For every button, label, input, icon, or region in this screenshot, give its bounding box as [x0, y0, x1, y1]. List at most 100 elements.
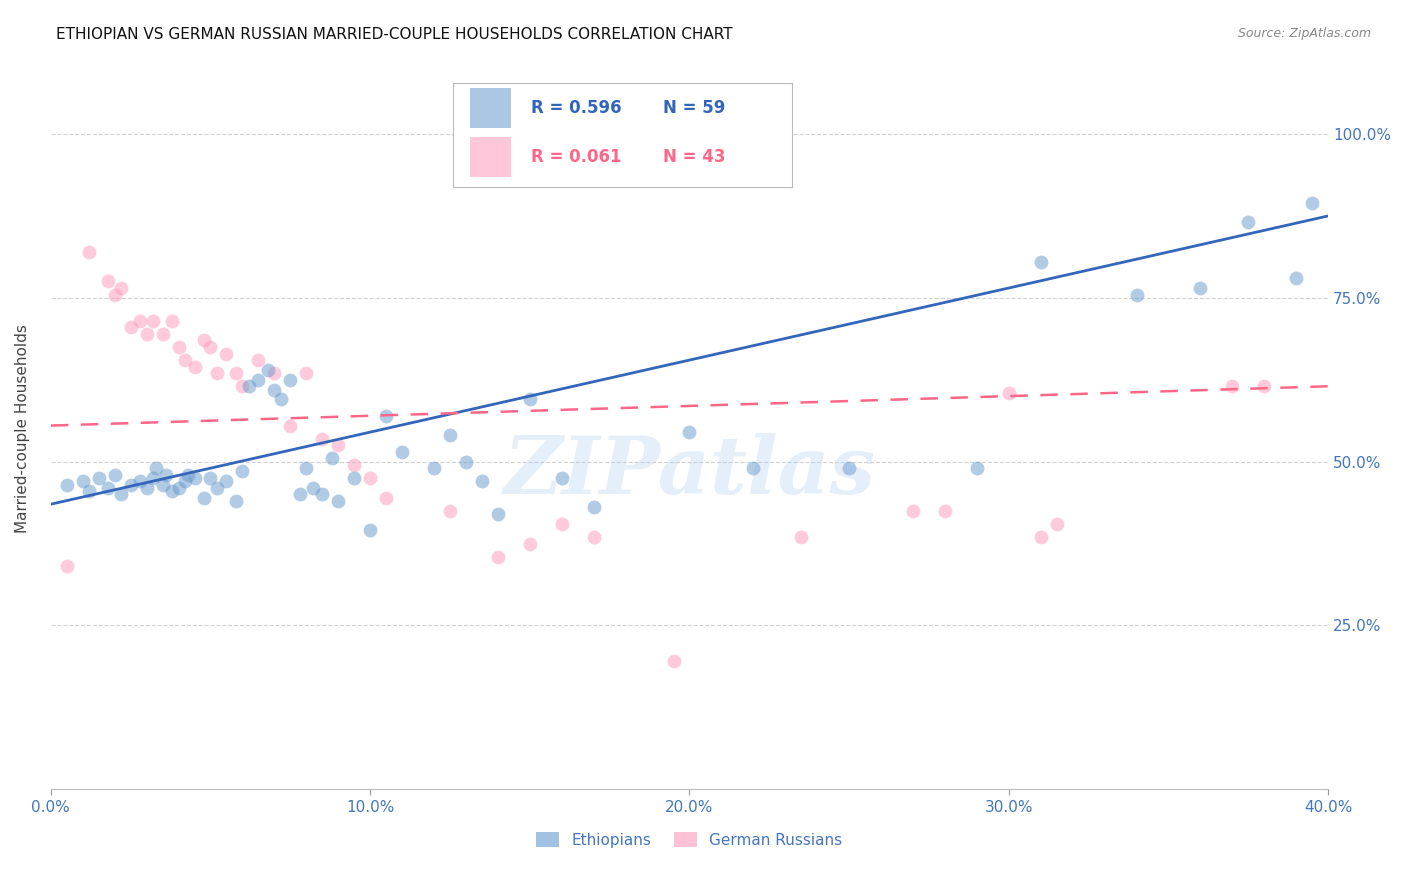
Point [193, 334, 215, 348]
Point [678, 425, 700, 439]
Point [1125, 287, 1147, 301]
Point [110, 487, 132, 501]
Point [901, 504, 924, 518]
Point [391, 444, 413, 458]
Point [167, 340, 190, 354]
Point [215, 346, 238, 360]
Point [257, 363, 280, 377]
Point [167, 481, 190, 495]
Y-axis label: Married-couple Households: Married-couple Households [15, 325, 30, 533]
Point [486, 549, 509, 564]
Point [270, 392, 292, 407]
Point [1029, 254, 1052, 268]
Point [120, 320, 142, 334]
Point [56, 559, 79, 574]
Point [97, 481, 120, 495]
Point [231, 379, 253, 393]
Point [152, 326, 174, 341]
Point [423, 461, 446, 475]
Point [439, 428, 461, 442]
Point [104, 287, 127, 301]
Point [174, 475, 197, 489]
Point [998, 385, 1021, 400]
Point [295, 366, 318, 380]
Point [104, 467, 127, 482]
Point [288, 487, 311, 501]
Point [200, 471, 222, 485]
Point [129, 314, 152, 328]
Point [200, 340, 222, 354]
Point [519, 536, 541, 550]
Point [311, 432, 333, 446]
Point [247, 353, 270, 368]
Point [225, 494, 247, 508]
Point [174, 353, 197, 368]
Point [183, 359, 205, 374]
Point [97, 275, 120, 289]
Text: ETHIOPIAN VS GERMAN RUSSIAN MARRIED-COUPLE HOUSEHOLDS CORRELATION CHART: ETHIOPIAN VS GERMAN RUSSIAN MARRIED-COUP… [56, 27, 733, 42]
Point [142, 471, 165, 485]
Point [129, 475, 152, 489]
Point [1046, 516, 1069, 531]
Point [582, 530, 605, 544]
Point [263, 366, 285, 380]
Point [215, 475, 238, 489]
Point [1285, 271, 1308, 285]
Point [551, 471, 574, 485]
Point [56, 477, 79, 491]
Point [183, 471, 205, 485]
Point [1301, 195, 1323, 210]
Point [375, 409, 398, 423]
Point [486, 507, 509, 521]
Point [328, 494, 350, 508]
Point [160, 484, 183, 499]
Point [343, 458, 366, 472]
Point [295, 461, 318, 475]
Text: Source: ZipAtlas.com: Source: ZipAtlas.com [1237, 27, 1371, 40]
Point [551, 516, 574, 531]
Point [1237, 215, 1260, 229]
Point [110, 281, 132, 295]
Point [1189, 281, 1212, 295]
Point [1029, 530, 1052, 544]
Point [742, 461, 765, 475]
Point [87, 471, 110, 485]
Point [247, 373, 270, 387]
Point [160, 314, 183, 328]
Point [278, 373, 301, 387]
Point [966, 461, 988, 475]
Point [301, 481, 323, 495]
Point [343, 471, 366, 485]
Point [311, 487, 333, 501]
Point [328, 438, 350, 452]
Point [454, 455, 477, 469]
Text: ZIPatlas: ZIPatlas [503, 434, 876, 511]
Point [321, 451, 343, 466]
Point [1220, 379, 1243, 393]
Point [790, 530, 813, 544]
Point [225, 366, 247, 380]
Point [934, 504, 956, 518]
Point [263, 383, 285, 397]
Point [231, 465, 253, 479]
Point [439, 504, 461, 518]
Point [193, 491, 215, 505]
Point [662, 655, 685, 669]
Point [471, 475, 494, 489]
Point [278, 418, 301, 433]
Point [1253, 379, 1275, 393]
Point [72, 475, 94, 489]
Point [238, 379, 260, 393]
Point [375, 491, 398, 505]
Point [152, 477, 174, 491]
Point [177, 467, 200, 482]
Point [205, 481, 228, 495]
Point [135, 481, 157, 495]
Point [359, 471, 381, 485]
Legend: Ethiopians, German Russians: Ethiopians, German Russians [530, 825, 849, 854]
Point [145, 461, 167, 475]
Point [519, 392, 541, 407]
Point [135, 326, 157, 341]
Point [205, 366, 228, 380]
Point [142, 314, 165, 328]
